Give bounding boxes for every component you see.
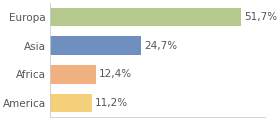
Bar	[50, 65, 96, 84]
Text: 11,2%: 11,2%	[94, 98, 128, 108]
Bar	[50, 8, 241, 26]
Text: 12,4%: 12,4%	[99, 69, 132, 79]
Bar	[50, 94, 92, 112]
Text: 51,7%: 51,7%	[244, 12, 277, 22]
Bar	[50, 36, 141, 55]
Text: 24,7%: 24,7%	[144, 41, 178, 51]
